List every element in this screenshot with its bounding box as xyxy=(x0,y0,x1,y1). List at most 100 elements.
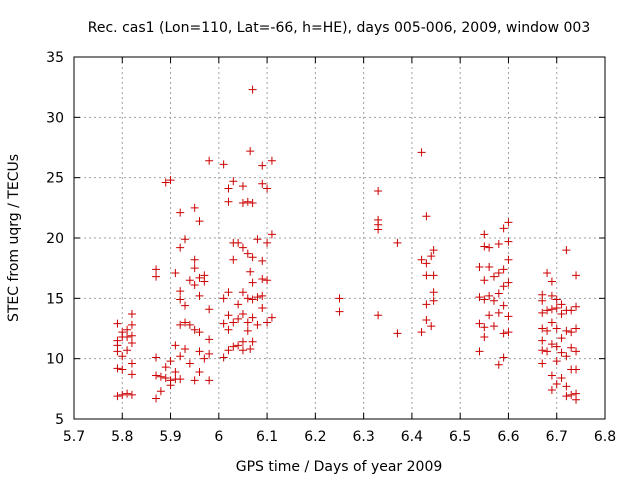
data-point xyxy=(543,268,552,277)
data-point xyxy=(547,386,556,395)
data-point xyxy=(417,148,426,157)
data-point xyxy=(567,390,576,399)
data-point xyxy=(552,357,561,366)
data-point xyxy=(567,343,576,352)
data-point xyxy=(224,197,233,206)
data-point xyxy=(205,156,214,165)
data-point xyxy=(190,281,199,290)
data-point xyxy=(248,313,257,322)
x-tick-label: 6.1 xyxy=(256,429,278,445)
data-point xyxy=(205,376,214,385)
data-point xyxy=(127,320,136,329)
data-point xyxy=(480,332,489,341)
data-point xyxy=(127,338,136,347)
data-point xyxy=(480,242,489,251)
data-point xyxy=(190,264,199,273)
data-point xyxy=(238,310,247,319)
data-point xyxy=(238,288,247,297)
data-point xyxy=(562,246,571,255)
data-point xyxy=(113,319,122,328)
data-point xyxy=(393,329,402,338)
data-point xyxy=(422,212,431,221)
data-point xyxy=(238,199,247,208)
x-tick-label: 6.6 xyxy=(497,429,519,445)
data-point xyxy=(562,382,571,391)
data-point xyxy=(219,353,228,362)
data-point xyxy=(176,375,185,384)
data-point xyxy=(185,276,194,285)
x-tick-label: 6.7 xyxy=(546,429,568,445)
data-point xyxy=(538,336,547,345)
data-point xyxy=(485,311,494,320)
data-point xyxy=(152,272,161,281)
plot-frame xyxy=(73,56,606,420)
data-point xyxy=(205,335,214,344)
data-point xyxy=(494,360,503,369)
data-point xyxy=(499,353,508,362)
data-point xyxy=(127,359,136,368)
data-point xyxy=(417,328,426,337)
data-point xyxy=(243,249,252,258)
data-point xyxy=(229,342,238,351)
data-point xyxy=(234,341,243,350)
data-point xyxy=(195,367,204,376)
data-point xyxy=(246,345,255,354)
data-point xyxy=(258,256,267,265)
data-point xyxy=(499,265,508,274)
data-point xyxy=(185,359,194,368)
data-point xyxy=(543,326,552,335)
data-point xyxy=(238,243,247,252)
y-tick-label: 20 xyxy=(46,231,64,247)
data-point xyxy=(480,276,489,285)
data-point xyxy=(572,271,581,280)
data-point xyxy=(475,262,484,271)
data-point xyxy=(429,271,438,280)
data-point xyxy=(567,328,576,337)
data-point xyxy=(246,147,255,156)
data-point xyxy=(499,224,508,233)
data-point xyxy=(195,217,204,226)
data-point xyxy=(205,305,214,314)
data-point xyxy=(557,348,566,357)
data-point xyxy=(547,340,556,349)
data-point xyxy=(258,275,267,284)
data-point xyxy=(538,359,547,368)
data-point xyxy=(427,322,436,331)
data-point xyxy=(504,218,513,227)
data-point xyxy=(229,255,238,264)
data-point xyxy=(494,240,503,249)
data-point xyxy=(417,255,426,264)
data-point xyxy=(475,347,484,356)
data-point xyxy=(557,334,566,343)
data-point xyxy=(494,308,503,317)
data-point xyxy=(572,365,581,374)
data-point xyxy=(253,235,262,244)
data-point xyxy=(267,313,276,322)
data-point xyxy=(504,278,513,287)
data-point xyxy=(547,318,556,327)
data-point xyxy=(224,184,233,193)
data-point xyxy=(335,307,344,316)
data-point xyxy=(118,365,127,374)
data-point xyxy=(248,337,257,346)
data-point xyxy=(480,295,489,304)
data-point xyxy=(374,311,383,320)
data-point xyxy=(176,352,185,361)
data-point xyxy=(166,176,175,185)
data-point xyxy=(480,230,489,239)
data-point xyxy=(219,294,228,303)
data-point xyxy=(499,282,508,291)
data-point xyxy=(499,301,508,310)
data-point xyxy=(427,252,436,261)
data-point xyxy=(248,199,257,208)
data-point xyxy=(422,300,431,309)
data-point xyxy=(485,291,494,300)
data-point xyxy=(572,347,581,356)
data-point xyxy=(224,311,233,320)
data-point xyxy=(113,364,122,373)
data-point xyxy=(263,276,272,285)
data-point xyxy=(485,262,494,271)
y-tick-label: 25 xyxy=(46,171,64,187)
data-point xyxy=(127,390,136,399)
data-point xyxy=(504,255,513,264)
